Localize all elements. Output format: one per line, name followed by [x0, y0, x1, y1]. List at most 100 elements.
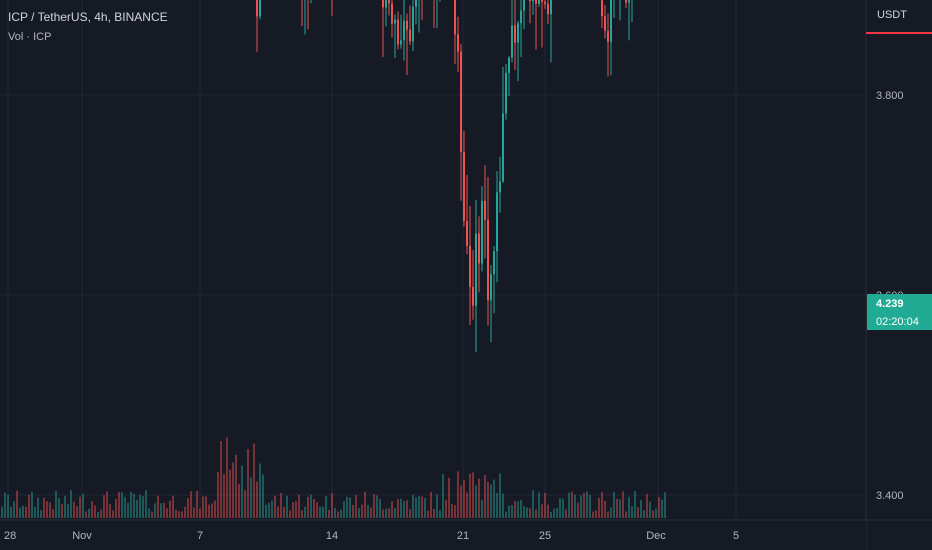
currency-selector-button[interactable]: USDT: [866, 0, 932, 34]
volume-bar: [379, 498, 381, 518]
volume-bar: [34, 506, 36, 518]
volume-bar: [76, 506, 78, 518]
volume-bar: [313, 499, 315, 518]
volume-bar: [73, 501, 75, 518]
volume-bar: [403, 500, 405, 518]
volume-bar: [352, 504, 354, 518]
volume-bar: [319, 506, 321, 518]
candle-body: [520, 10, 522, 24]
chart-title: ICP / TetherUS, 4h, BINANCE: [8, 10, 168, 24]
volume-bar: [121, 492, 123, 518]
volume-bar: [424, 497, 426, 518]
volume-bar: [268, 502, 270, 518]
volume-bar: [235, 454, 237, 518]
volume-bar: [211, 503, 213, 518]
volume-bar: [205, 496, 207, 518]
volume-bar: [604, 500, 606, 518]
x-tick-label: 7: [197, 530, 203, 542]
candle-body: [460, 51, 462, 152]
volume-bar: [529, 508, 531, 518]
volume-bar: [607, 511, 609, 518]
volume-bar: [418, 496, 420, 518]
volume-bar: [1, 506, 3, 518]
volume-bar: [334, 507, 336, 518]
candle-body: [505, 72, 507, 114]
volume-bar: [598, 498, 600, 518]
volume-bar: [169, 500, 171, 518]
volume-bar: [67, 504, 69, 518]
volume-bar: [364, 491, 366, 518]
volume-bar: [145, 490, 147, 518]
candle-body: [517, 23, 519, 43]
volume-bar: [346, 496, 348, 518]
volume-bar: [628, 496, 630, 518]
volume-bar: [220, 440, 222, 518]
volume-bar: [172, 495, 174, 518]
volume-bar: [436, 494, 438, 518]
volume-bars: [1, 437, 666, 518]
volume-bar: [181, 511, 183, 518]
volume-bar: [322, 506, 324, 518]
volume-bar: [7, 494, 9, 518]
y-tick-label: 3.800: [876, 90, 904, 102]
volume-bar: [544, 492, 546, 518]
volume-bar: [148, 508, 150, 518]
volume-bar: [337, 511, 339, 518]
volume-bar: [358, 508, 360, 518]
volume-bar: [613, 492, 615, 518]
volume-bar: [457, 471, 459, 518]
volume-bar: [100, 509, 102, 518]
volume-bar: [217, 471, 219, 518]
volume-bar: [13, 501, 15, 518]
candle-body: [472, 286, 474, 306]
volume-bar: [595, 510, 597, 518]
candle-body: [475, 233, 477, 306]
volume-bar: [496, 493, 498, 518]
volume-bar: [139, 494, 141, 518]
volume-bar: [589, 495, 591, 518]
candle-body: [391, 3, 393, 24]
volume-bar: [109, 504, 111, 518]
candle-body: [628, 0, 630, 3]
candle-body: [535, 0, 537, 4]
volume-bar: [289, 510, 291, 518]
candle-body: [454, 0, 456, 35]
volume-bar: [520, 500, 522, 518]
candle-body: [529, 0, 531, 2]
volume-bar: [4, 492, 6, 518]
volume-indicator-label[interactable]: Vol · ICP: [8, 31, 52, 43]
x-tick-label: 14: [326, 530, 338, 542]
candle-body: [538, 0, 540, 4]
volume-bar: [445, 500, 447, 518]
volume-bar: [136, 499, 138, 518]
volume-bar: [481, 500, 483, 518]
candle-body: [523, 0, 525, 11]
volume-bar: [31, 491, 33, 518]
x-tick-label: Dec: [646, 530, 666, 542]
volume-bar: [106, 491, 108, 518]
volume-bar: [448, 477, 450, 518]
volume-bar: [451, 504, 453, 518]
volume-bar: [22, 505, 24, 518]
volume-bar: [592, 511, 594, 518]
volume-bar: [523, 506, 525, 518]
volume-bar: [328, 509, 330, 518]
volume-bar: [499, 473, 501, 518]
volume-bar: [292, 502, 294, 518]
x-tick-label: Nov: [72, 530, 92, 542]
x-tick-label: 25: [539, 530, 551, 542]
volume-bar: [376, 495, 378, 518]
volume-bar: [49, 502, 51, 518]
candle-body: [397, 19, 399, 45]
candle-body: [415, 0, 417, 7]
volume-bar: [583, 492, 585, 518]
volume-bar: [229, 469, 231, 518]
volume-bar: [259, 463, 261, 518]
volume-bar: [208, 504, 210, 518]
volume-bar: [178, 511, 180, 518]
volume-bar: [391, 501, 393, 518]
volume-bar: [295, 501, 297, 518]
volume-bar: [304, 506, 306, 518]
volume-bar: [442, 473, 444, 518]
